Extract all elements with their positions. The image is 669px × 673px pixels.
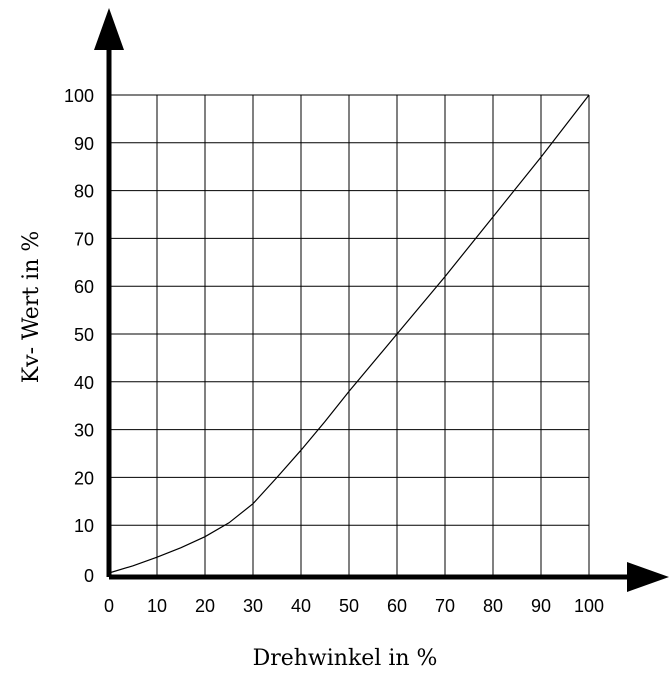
y-tick-label: 60	[74, 277, 94, 297]
x-tick-label: 30	[243, 596, 263, 616]
x-tick-label: 40	[291, 596, 311, 616]
y-tick-label: 70	[74, 229, 94, 249]
y-tick-label: 10	[74, 516, 94, 536]
y-axis-arrow	[94, 8, 124, 50]
x-axis-label: Drehwinkel in %	[253, 646, 438, 671]
x-tick-label: 60	[387, 596, 407, 616]
y-tick-label: 40	[74, 373, 94, 393]
y-tick-label: 90	[74, 134, 94, 154]
x-tick-label: 50	[339, 596, 359, 616]
y-tick-label: 50	[74, 325, 94, 345]
y-tick-label: 100	[64, 86, 94, 106]
x-tick-label: 10	[147, 596, 167, 616]
tick-labels: 0 10 20 30 40 50 60 70 80 90 100 0 10 20 30 40 50 60 70 80 9…	[64, 86, 604, 616]
axes	[94, 8, 669, 592]
y-axis-label: Kv- Wert in %	[19, 231, 44, 384]
y-tick-label: 0	[84, 566, 94, 586]
x-tick-label: 100	[574, 596, 604, 616]
x-tick-label: 70	[435, 596, 455, 616]
grid	[109, 95, 589, 577]
x-tick-label: 0	[104, 596, 114, 616]
x-axis-arrow	[627, 562, 669, 592]
y-tick-label: 80	[74, 182, 94, 202]
y-tick-label: 30	[74, 421, 94, 441]
y-tick-label: 20	[74, 468, 94, 488]
x-tick-label: 90	[531, 596, 551, 616]
x-tick-label: 80	[483, 596, 503, 616]
x-tick-label: 20	[195, 596, 215, 616]
